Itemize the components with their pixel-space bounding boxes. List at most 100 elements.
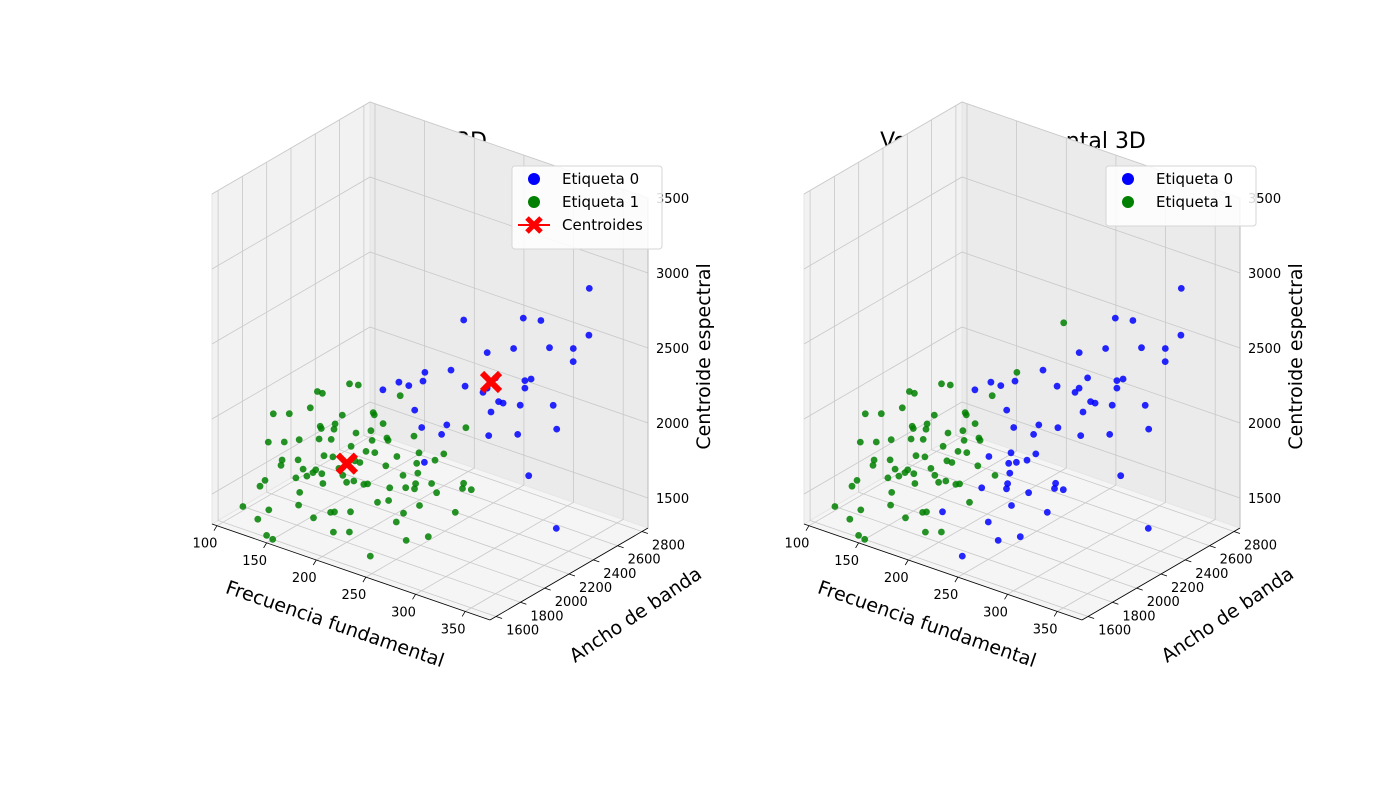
data-point xyxy=(997,382,1005,389)
data-point xyxy=(855,532,862,539)
data-point xyxy=(927,465,935,472)
y-tick xyxy=(617,545,624,549)
data-point xyxy=(330,425,338,433)
data-point xyxy=(527,375,535,383)
data-point xyxy=(960,437,968,444)
data-point xyxy=(546,344,553,352)
y-tick xyxy=(495,616,503,619)
data-point xyxy=(869,461,877,469)
y-tick-label: 1600 xyxy=(1098,623,1131,638)
data-point xyxy=(467,486,475,494)
data-point xyxy=(368,437,376,444)
centroid-marker xyxy=(479,370,503,394)
data-point xyxy=(521,384,529,392)
data-point xyxy=(294,456,302,464)
data-point xyxy=(910,470,918,478)
data-point xyxy=(935,478,942,486)
grid-line-y xyxy=(339,119,618,547)
data-point xyxy=(327,436,335,443)
data-point xyxy=(1117,472,1125,480)
data-point xyxy=(952,481,960,488)
data-point xyxy=(891,465,899,473)
data-point xyxy=(872,438,880,446)
data-points xyxy=(831,285,1185,560)
data-point xyxy=(514,431,522,438)
data-point xyxy=(888,489,896,496)
data-point xyxy=(1043,508,1051,516)
centroid-marker xyxy=(335,452,358,475)
data-point xyxy=(331,420,339,428)
grid-line-x xyxy=(858,120,1017,544)
data-point xyxy=(902,514,909,522)
data-point xyxy=(346,528,353,536)
x-tick-label: 250 xyxy=(341,588,366,603)
data-point xyxy=(884,474,892,482)
data-point xyxy=(1005,459,1013,467)
grid-line-z xyxy=(211,251,649,349)
data-point xyxy=(988,392,996,400)
data-point xyxy=(585,285,593,292)
legend-item-centroides: Centroides xyxy=(518,216,643,234)
legend-box xyxy=(511,165,663,250)
data-point xyxy=(292,474,300,482)
grid-line-z xyxy=(803,176,1241,274)
data-point xyxy=(418,424,426,431)
data-point xyxy=(912,452,920,460)
data-point xyxy=(846,515,854,523)
data-point xyxy=(382,462,390,470)
legend-marker xyxy=(528,196,540,208)
data-point xyxy=(1144,525,1152,532)
grid-line-x xyxy=(1056,189,1216,612)
data-points xyxy=(239,285,593,560)
data-point xyxy=(440,450,448,458)
grid-line-x xyxy=(464,189,624,612)
y-tick-label: 2200 xyxy=(579,581,612,596)
y-tick-label: 1800 xyxy=(530,609,563,624)
data-point xyxy=(462,424,470,432)
data-point xyxy=(269,410,277,418)
z-tick-label: 2000 xyxy=(1248,417,1281,432)
data-point xyxy=(895,472,903,480)
grid-line-z xyxy=(803,251,1241,349)
legend-label: Etiqueta 1 xyxy=(1156,193,1233,211)
data-point xyxy=(1119,375,1127,383)
y-tick-label: 2600 xyxy=(628,553,661,568)
grid-line-x xyxy=(365,155,525,578)
data-point xyxy=(314,388,321,395)
data-point xyxy=(1177,331,1185,339)
data-point xyxy=(367,427,375,435)
data-point xyxy=(1113,384,1121,392)
data-point xyxy=(521,377,529,384)
data-point xyxy=(1177,285,1185,292)
z-tick-label: 1500 xyxy=(656,492,689,507)
y-tick xyxy=(1136,587,1143,591)
y-tick-label: 2000 xyxy=(1147,595,1180,610)
data-point xyxy=(499,399,507,407)
legend-marker xyxy=(1122,196,1134,208)
data-point xyxy=(431,456,439,464)
data-point xyxy=(930,411,938,419)
z-tick-label: 3500 xyxy=(656,192,689,207)
data-point xyxy=(516,401,524,409)
data-point xyxy=(263,532,270,539)
data-point xyxy=(569,345,577,352)
series-etiqueta-1 xyxy=(239,380,475,560)
data-point xyxy=(1008,502,1015,509)
data-point xyxy=(309,469,317,476)
data-point xyxy=(1102,345,1109,352)
x-tick xyxy=(904,559,909,566)
data-point xyxy=(923,508,930,516)
y-tick-label: 1600 xyxy=(506,623,539,638)
grid-line-y xyxy=(906,133,1186,561)
data-point xyxy=(898,404,906,412)
data-point xyxy=(366,552,374,560)
data-point xyxy=(487,408,495,416)
data-point xyxy=(1039,366,1047,374)
data-point xyxy=(1003,406,1011,414)
data-point xyxy=(264,438,272,446)
data-point xyxy=(329,453,337,461)
x-tick xyxy=(263,542,267,549)
data-point xyxy=(1004,480,1011,487)
